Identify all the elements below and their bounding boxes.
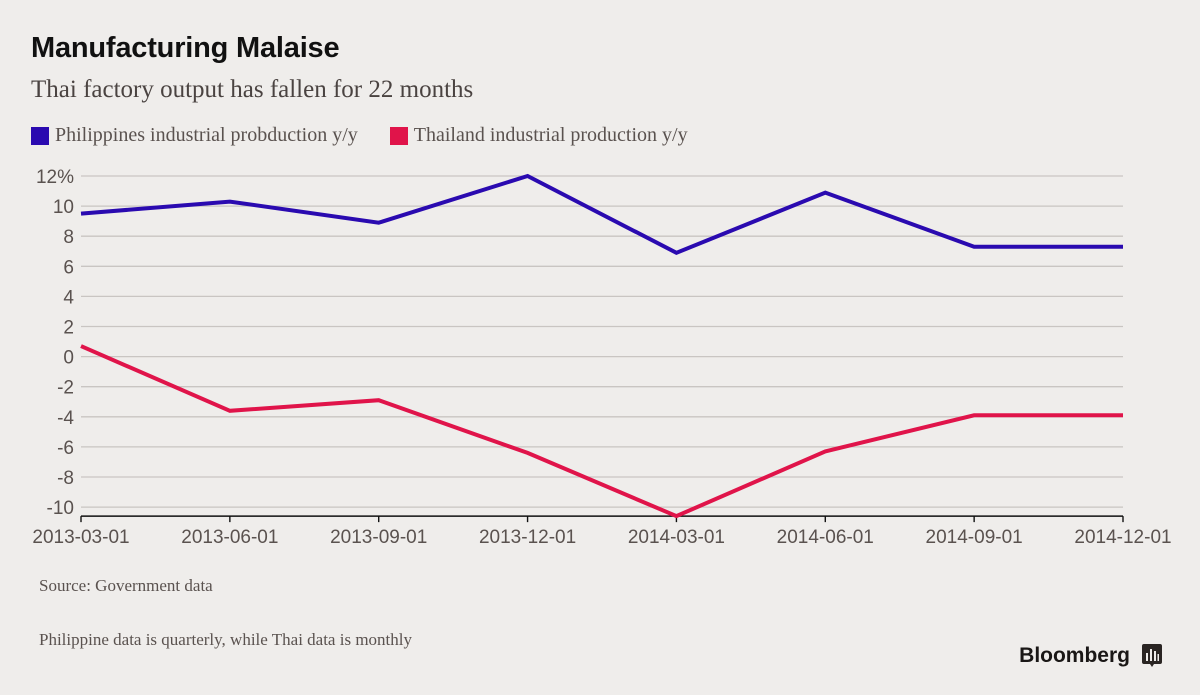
y-tick-label: -8 — [57, 468, 74, 489]
y-tick-label: 8 — [63, 227, 74, 248]
y-tick-label: -10 — [47, 498, 74, 519]
x-tick-label: 2013-03-01 — [32, 527, 129, 548]
x-tick-label: 2014-06-01 — [777, 527, 874, 548]
x-axis: 2013-03-01 2013-06-01 2013-09-01 2013-12-01… — [32, 515, 1172, 548]
legend-label-thailand: Thailand industrial production y/y — [413, 124, 688, 146]
series-lines — [80, 173, 1123, 519]
y-axis-labels: 12% 10 8 6 4 2 0 -2 -4 -6 -8 -10 — [36, 167, 74, 519]
y-tick-label: 12% — [36, 167, 74, 188]
chart-subtitle: Thai factory output has fallen for 22 mo… — [31, 76, 474, 103]
y-tick-label: -6 — [57, 438, 74, 459]
x-tick-label: 2013-09-01 — [330, 527, 427, 548]
legend-swatch-philippines — [31, 126, 49, 145]
y-tick-label: 10 — [53, 197, 74, 218]
data-frequency-note: Philippine data is quarterly, while Thai… — [39, 630, 412, 649]
y-tick-label: 4 — [63, 287, 74, 308]
legend: Philippines industrial probduction y/y T… — [31, 124, 720, 147]
x-tick-label: 2014-09-01 — [926, 527, 1023, 548]
y-tick-label: 6 — [63, 257, 74, 278]
legend-item-thailand: Thailand industrial production y/y — [389, 124, 688, 147]
y-tick-label: -4 — [57, 408, 74, 429]
gridlines — [81, 175, 1123, 508]
source-note: Source: Government data — [39, 576, 213, 595]
chart-title: Manufacturing Malaise — [31, 32, 340, 64]
x-tick-label: 2014-12-01 — [1074, 527, 1171, 548]
legend-swatch-thailand — [389, 126, 408, 145]
x-tick-label: 2014-03-01 — [628, 527, 725, 548]
y-tick-label: 2 — [63, 318, 74, 339]
legend-item-philippines: Philippines industrial probduction y/y — [31, 124, 358, 147]
y-tick-label: 0 — [63, 348, 74, 369]
brand-name: Bloomberg — [1019, 644, 1130, 667]
series-line-philippines — [80, 173, 1123, 255]
bloomberg-terminal-icon — [1142, 644, 1162, 667]
x-tick-label: 2013-06-01 — [181, 527, 278, 548]
series-line-thailand — [80, 344, 1123, 519]
y-tick-label: -2 — [57, 378, 74, 399]
bloomberg-logo: Bloomberg — [1019, 644, 1162, 668]
legend-label-philippines: Philippines industrial probduction y/y — [55, 124, 358, 146]
x-tick-label: 2013-12-01 — [479, 527, 576, 548]
